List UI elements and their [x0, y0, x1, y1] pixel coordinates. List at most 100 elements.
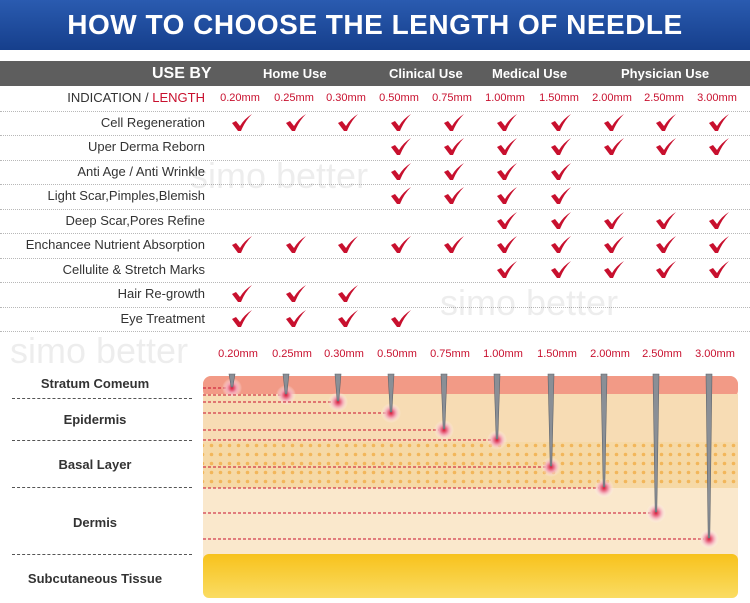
- needle-icon: [547, 373, 555, 467]
- check-icon: [604, 113, 624, 131]
- check-icon: [497, 162, 517, 180]
- group-medical-use: Medical Use: [492, 66, 568, 81]
- check-icon: [709, 113, 729, 131]
- indication-row-label: Hair Re-growth: [117, 286, 205, 301]
- check-icon: [497, 138, 517, 155]
- row-divider: [0, 159, 750, 161]
- page-title: HOW TO CHOOSE THE LENGTH OF NEEDLE: [67, 9, 683, 40]
- check-icon: [391, 236, 411, 253]
- needle-length-label-2: 0.30mm: [324, 348, 364, 360]
- check-icon: [551, 187, 571, 204]
- needle-tip-glow: [487, 430, 507, 450]
- group-home-use: Home Use: [263, 66, 327, 81]
- check-icon: [444, 187, 464, 204]
- needle-icon: [334, 373, 342, 402]
- check-icon: [656, 236, 676, 253]
- check-icon: [232, 236, 252, 253]
- check-icon: [709, 138, 729, 155]
- check-icon: [444, 236, 464, 253]
- needle-icon: [387, 373, 395, 413]
- check-icon: [551, 211, 571, 229]
- needle-tip-glow: [381, 403, 401, 423]
- length-header-4: 0.75mm: [432, 92, 472, 104]
- check-icon: [391, 187, 411, 204]
- length-header-6: 1.50mm: [539, 92, 579, 104]
- length-header-1: 0.25mm: [274, 92, 314, 104]
- layer-label-basal: Basal Layer: [58, 457, 132, 472]
- basal-dots: [203, 442, 738, 488]
- check-icon: [497, 260, 517, 278]
- indication-label: INDICATION: [67, 90, 142, 105]
- needle-icon: [600, 373, 608, 488]
- check-icon: [709, 211, 729, 229]
- needle-icon: [228, 373, 236, 388]
- check-icon: [391, 113, 411, 131]
- indication-row-label: Light Scar,Pimples,Blemish: [47, 188, 205, 203]
- check-icon: [709, 236, 729, 253]
- length-header-5: 1.00mm: [485, 92, 525, 104]
- layer-label-dermis: Dermis: [72, 515, 118, 530]
- needle-icon: [282, 373, 290, 395]
- check-icon: [604, 236, 624, 253]
- check-icon: [338, 309, 358, 327]
- layer-separator: [12, 440, 192, 441]
- needle-tip-glow: [541, 457, 561, 477]
- layer-label-subcutaneous: Subcutaneous Tissue: [27, 571, 163, 586]
- layer-separator: [12, 398, 192, 399]
- title-banner: [0, 0, 750, 50]
- check-icon: [391, 309, 411, 327]
- check-icon: [551, 236, 571, 253]
- indication-row-label: Cellulite & Stretch Marks: [62, 261, 205, 277]
- needle-length-label-7: 2.00mm: [590, 348, 630, 360]
- length-header-7: 2.00mm: [592, 92, 632, 104]
- needle-length-label-8: 2.50mm: [642, 348, 682, 360]
- check-icon: [497, 236, 517, 253]
- check-icon: [497, 211, 517, 229]
- check-icon: [604, 138, 624, 155]
- check-icon: [444, 113, 464, 131]
- check-icon: [656, 211, 676, 229]
- check-icon: [286, 236, 306, 253]
- use-by-label: USE BY: [152, 65, 212, 82]
- indication-length-label: INDICATION / LENGTH: [0, 86, 205, 111]
- use-by-header: USE BY Home Use Clinical Use Medical Use…: [0, 61, 750, 86]
- needle-length-label-9: 3.00mm: [695, 348, 735, 360]
- check-icon: [444, 162, 464, 180]
- indication-row-label: Cell Regeneration: [100, 114, 205, 130]
- check-icon: [551, 138, 571, 155]
- subcutaneous-layer: [203, 554, 738, 598]
- indication-row-label: Uper Derma Reborn: [87, 139, 205, 154]
- check-icon: [232, 309, 252, 327]
- check-icon: [604, 260, 624, 278]
- needle-icon: [493, 373, 501, 440]
- layer-separator: [12, 487, 192, 488]
- layer-label-epidermis: Epidermis: [63, 412, 127, 427]
- indication-row-label: Eye Treatment: [120, 310, 205, 326]
- check-icon: [286, 309, 306, 327]
- check-icon: [338, 113, 358, 131]
- check-icon: [709, 260, 729, 278]
- row-divider: [0, 110, 750, 112]
- needle-tip-glow: [434, 420, 454, 440]
- indication-row-label: Enchancee Nutrient Absorption: [25, 237, 205, 252]
- needle-tip-glow: [594, 478, 614, 498]
- needle-length-label-4: 0.75mm: [430, 348, 470, 360]
- check-icon: [338, 285, 358, 302]
- needle-tip-glow: [699, 529, 719, 549]
- check-icon: [604, 211, 624, 229]
- group-physician-use: Physician Use: [621, 66, 710, 81]
- check-icon: [391, 162, 411, 180]
- needle-icon: [705, 373, 713, 539]
- row-divider: [0, 208, 750, 210]
- layer-label-stratum: Stratum Comeum: [40, 376, 150, 391]
- label-separator: /: [141, 90, 153, 105]
- row-divider: [0, 184, 750, 185]
- check-icon: [656, 260, 676, 278]
- needle-length-label-3: 0.50mm: [377, 348, 417, 360]
- indication-row-label: Anti Age / Anti Wrinkle: [77, 163, 205, 179]
- check-icon: [497, 187, 517, 204]
- row-divider: [0, 331, 750, 332]
- check-icon: [656, 138, 676, 155]
- check-icon: [656, 113, 676, 131]
